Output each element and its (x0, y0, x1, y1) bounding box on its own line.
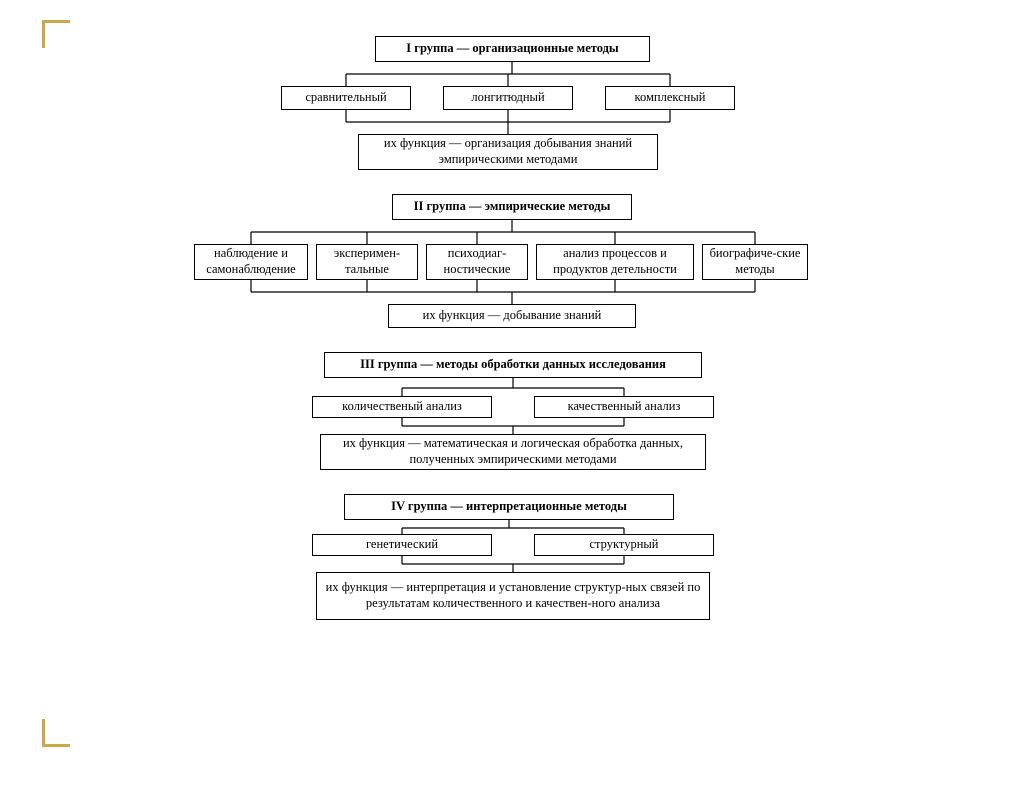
node-g2h: II группа — эмпирические методы (392, 194, 632, 220)
node-g3c0: количественый анализ (312, 396, 492, 418)
node-g3c1: качественный анализ (534, 396, 714, 418)
corner-decoration-top-left (42, 20, 70, 48)
node-g4c1: структурный (534, 534, 714, 556)
node-g1c1: лонгитюдный (443, 86, 573, 110)
node-g1h: I группа — организационные методы (375, 36, 650, 62)
node-g2c3: анализ процессов и продуктов детельности (536, 244, 694, 280)
node-g2c2: психодиаг-ностические (426, 244, 528, 280)
node-g2c4: биографиче-ские методы (702, 244, 808, 280)
node-g4f: их функция — интерпретация и установлени… (316, 572, 710, 620)
node-g2c1: эксперимен-тальные (316, 244, 418, 280)
node-g2c0: наблюдение и самонаблюдение (194, 244, 308, 280)
node-g4c0: генетический (312, 534, 492, 556)
node-g1f: их функция — организация добывания знани… (358, 134, 658, 170)
node-g4h: IV группа — интерпретационные методы (344, 494, 674, 520)
node-g3f: их функция — математическая и логическая… (320, 434, 706, 470)
node-g1c2: комплексный (605, 86, 735, 110)
corner-decoration-bottom-left (42, 719, 70, 747)
node-g1c0: сравнительный (281, 86, 411, 110)
node-g3h: III группа — методы обработки данных исс… (324, 352, 702, 378)
node-g2f: их функция — добывание знаний (388, 304, 636, 328)
